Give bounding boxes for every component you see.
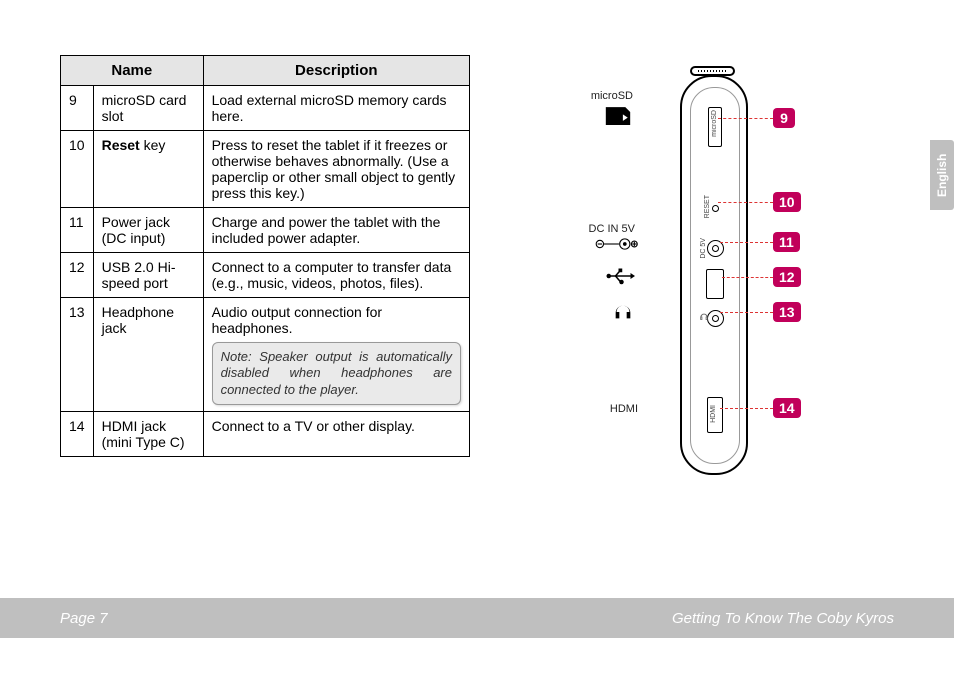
table-row: 13 Headphone jack Audio output connectio… — [61, 298, 470, 412]
power-jack-inner — [712, 245, 719, 252]
ports-table: Name Description 9 microSD card slot Loa… — [60, 55, 470, 457]
reset-hole — [712, 205, 719, 212]
row-name: USB 2.0 Hi-speed port — [93, 253, 203, 298]
row-desc: Audio output connection for headphones. … — [203, 298, 469, 412]
microsd-card-icon — [605, 105, 631, 127]
table-row: 10 Reset key Press to reset the tablet i… — [61, 131, 470, 208]
row-num: 10 — [61, 131, 94, 208]
table-row: 9 microSD card slot Load external microS… — [61, 86, 470, 131]
note-box: Note: Speaker output is automatically di… — [212, 342, 461, 405]
device-outline: microSD RESET DC 5V — [640, 60, 770, 490]
row-desc: Charge and power the tablet with the inc… — [203, 208, 469, 253]
reset-port-label: RESET — [704, 195, 711, 218]
microsd-label: microSD — [578, 90, 633, 102]
callout-9: 9 — [773, 108, 795, 128]
row-name: Headphone jack — [93, 298, 203, 412]
usb-port — [706, 269, 724, 299]
row-desc: Connect to a TV or other display. — [203, 411, 469, 456]
callout-12: 12 — [773, 267, 801, 287]
row-name: Reset key — [93, 131, 203, 208]
row-num: 11 — [61, 208, 94, 253]
usb-icon — [605, 265, 635, 287]
callout-13: 13 — [773, 302, 801, 322]
page: English Name Description 9 microSD card … — [0, 0, 954, 673]
row-desc: Connect to a computer to transfer data (… — [203, 253, 469, 298]
hdmi-port-label: HDMI — [710, 405, 717, 423]
callout-11: 11 — [773, 232, 800, 252]
leader-line — [722, 277, 773, 278]
content-area: Name Description 9 microSD card slot Loa… — [60, 55, 894, 573]
leader-line — [718, 202, 773, 203]
device-body: microSD RESET DC 5V — [680, 75, 748, 475]
row-name: microSD card slot — [93, 86, 203, 131]
row-desc: Press to reset the tablet if it freezes … — [203, 131, 469, 208]
callout-10: 10 — [773, 192, 801, 212]
leader-line — [720, 312, 773, 313]
dcin-label: DC IN 5V — [575, 223, 635, 235]
col-header-name: Name — [61, 56, 204, 86]
dc5v-port-label: DC 5V — [700, 238, 707, 259]
headphone-icon — [612, 301, 634, 323]
row-num: 12 — [61, 253, 94, 298]
ports-table-wrap: Name Description 9 microSD card slot Loa… — [60, 55, 470, 573]
hdmi-label: HDMI — [598, 403, 638, 415]
microsd-port-label: microSD — [711, 110, 718, 137]
col-header-description: Description — [203, 56, 469, 86]
dc-polarity-icon — [594, 237, 638, 251]
page-footer: Page 7 Getting To Know The Coby Kyros — [0, 598, 954, 638]
row-num: 9 — [61, 86, 94, 131]
table-row: 11 Power jack (DC input) Charge and powe… — [61, 208, 470, 253]
page-number: Page 7 — [60, 610, 108, 627]
row-desc: Load external microSD memory cards here. — [203, 86, 469, 131]
headphone-jack-inner — [712, 315, 719, 322]
leader-line — [718, 118, 773, 119]
leader-line — [720, 408, 773, 409]
language-tab: English — [930, 140, 954, 210]
row-num: 14 — [61, 411, 94, 456]
row-name: HDMI jack (mini Type C) — [93, 411, 203, 456]
headphone-device-icon — [699, 312, 709, 322]
callout-14: 14 — [773, 398, 801, 418]
section-title: Getting To Know The Coby Kyros — [672, 610, 894, 627]
row-num: 13 — [61, 298, 94, 412]
table-row: 12 USB 2.0 Hi-speed port Connect to a co… — [61, 253, 470, 298]
device-diagram: microSD RESET DC 5V — [470, 55, 894, 573]
row-name: Power jack (DC input) — [93, 208, 203, 253]
table-row: 14 HDMI jack (mini Type C) Connect to a … — [61, 411, 470, 456]
leader-line — [720, 242, 773, 243]
